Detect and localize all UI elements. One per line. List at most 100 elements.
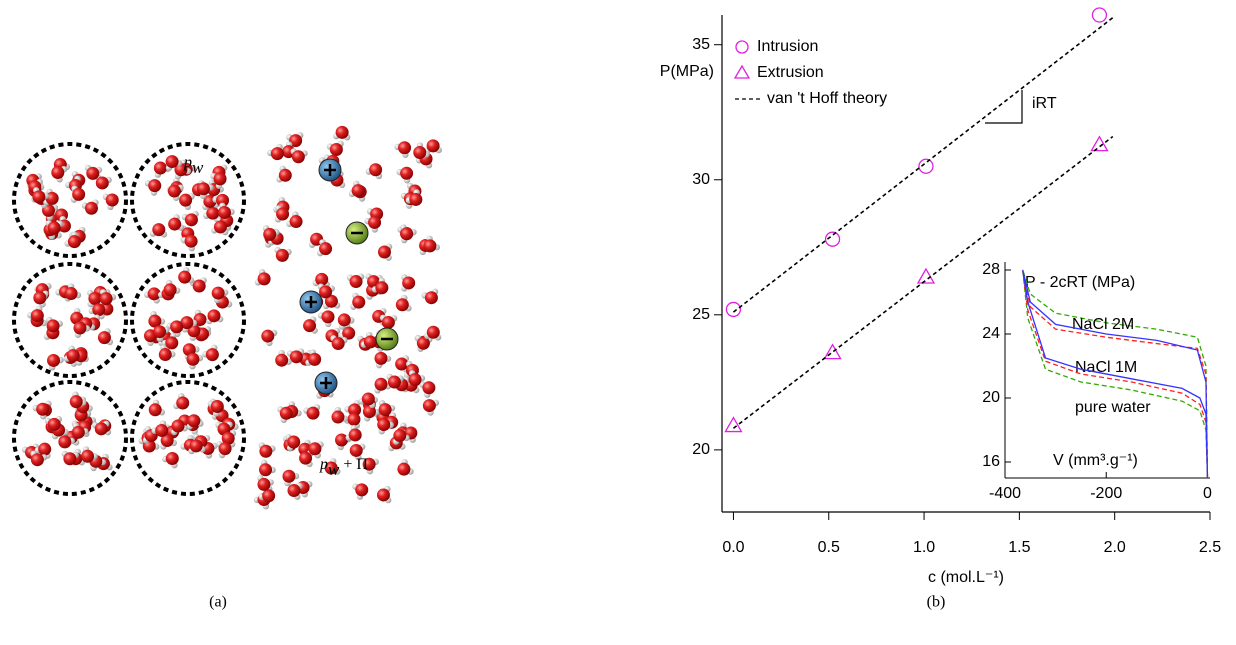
oxygen [361,392,375,406]
oxygen [368,215,382,229]
oxygen [289,134,303,148]
oxygen [423,239,437,253]
oxygen [308,352,322,366]
y-axis-label: P - 2cRT (MPa) [1025,274,1135,291]
oxygen [362,405,376,419]
panel-label: (b) [927,594,946,611]
oxygen [308,442,322,456]
oxygen [155,423,169,437]
y-tick-label: 28 [982,261,1000,278]
oxygen [192,279,206,293]
oxygen [58,435,72,449]
oxygen [92,303,106,317]
oxygen [352,295,366,309]
pressure-label: pw + Π [319,456,368,479]
oxygen [335,433,349,447]
x-axis-label: c (mol.L⁻¹) [928,569,1004,586]
oxygen [165,336,179,350]
oxygen [278,168,292,182]
oxygen [36,402,50,416]
oxygen [369,163,383,177]
oxygen [97,331,111,345]
oxygen [165,452,179,466]
oxygen [184,234,198,248]
oxygen [377,418,391,432]
x-axis-label: V (mm³.g⁻¹) [1053,452,1138,469]
oxygen [63,452,77,466]
oxygen [207,309,221,323]
legend-marker [733,64,751,79]
oxygen [349,443,363,457]
oxygen [375,281,389,295]
cluster-boundary [12,262,128,378]
oxygen [210,400,224,414]
oxygen [171,419,185,433]
oxygen [287,435,301,449]
slope-triangle [985,90,1023,124]
oxygen [261,329,275,343]
x-tick-label: 1.5 [1008,539,1030,556]
oxygen [218,442,232,456]
oxygen [351,184,365,198]
oxygen [221,431,235,445]
oxygen [81,449,95,463]
legend-label: Extrusion [757,64,824,81]
oxygen [184,213,198,227]
oxygen [347,412,361,426]
oxygen [148,179,162,193]
oxygen [363,335,377,349]
oxygen [73,321,87,335]
oxygen [51,165,65,179]
oxygen [348,403,362,417]
oxygen [319,242,333,256]
oxygen [398,141,412,155]
oxygen [319,285,333,299]
oxygen [413,146,427,160]
oxygen [47,353,61,367]
oxygen [153,161,167,175]
panel-label: (a) [209,594,227,611]
oxygen [189,439,203,453]
oxygen [47,417,61,431]
annotation: iRT [1032,95,1057,112]
oxygen [374,351,388,365]
oxygen [67,235,81,249]
oxygen [170,320,184,334]
oxygen [147,287,161,301]
oxygen [46,319,60,333]
oxygen [205,348,219,362]
y-tick-label: 30 [692,171,710,188]
oxygen [167,184,181,198]
oxygen [88,291,102,305]
oxygen [33,291,47,305]
curve-label: NaCl 1M [1075,359,1137,376]
oxygen [148,403,162,417]
oxygen [315,272,329,286]
oxygen [165,155,179,169]
extrusion-point [823,343,842,360]
x-tick-label: -200 [1090,485,1122,502]
extrusion-point [916,267,936,284]
oxygen [259,444,273,458]
oxygen [163,283,177,297]
oxygen [289,350,303,364]
oxygen [64,287,78,301]
oxygen [306,406,320,420]
oxygen [282,469,296,483]
x-tick-label: 1.0 [913,539,935,556]
y-tick-label: 20 [982,389,1000,406]
oxygen [381,315,395,329]
oxygen [263,227,277,241]
intrusion-point [824,231,841,247]
oxygen [178,270,192,284]
oxygen [329,142,343,156]
oxygen [66,349,80,363]
oxygen [321,310,335,324]
pressure-label: pw [183,154,204,177]
pv-curve [1022,269,1209,479]
pv-curve [1022,269,1209,479]
oxygen [153,325,167,339]
legend-label: Intrusion [757,38,818,55]
oxygen [158,348,172,362]
